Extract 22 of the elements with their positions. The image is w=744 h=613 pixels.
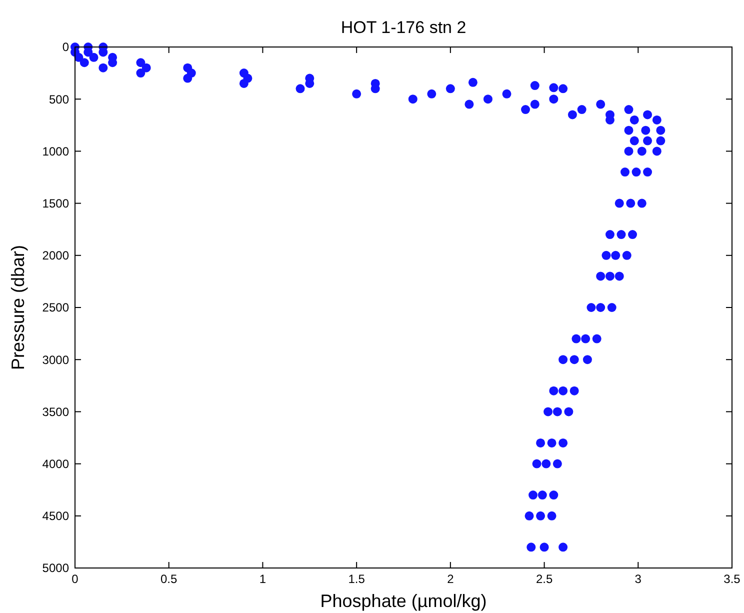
x-tick-label: 2.5 xyxy=(536,572,553,586)
x-axis-title: Phosphate (µmol/kg) xyxy=(320,591,487,611)
x-tick-label: 1 xyxy=(259,572,266,586)
chart-title: HOT 1-176 stn 2 xyxy=(340,18,466,37)
x-tick-label: 0.5 xyxy=(160,572,178,586)
y-tick-label: 0 xyxy=(62,40,70,54)
y-tick-label: 3000 xyxy=(42,352,70,367)
y-tick-label: 500 xyxy=(48,92,70,106)
y-tick-label: 2500 xyxy=(42,300,70,315)
x-tick-label: 2 xyxy=(447,572,454,586)
y-tick-label: 1500 xyxy=(42,196,70,210)
y-tick-label: 3500 xyxy=(42,404,70,419)
y-tick-label: 4000 xyxy=(42,457,70,471)
x-tick-label: 1.5 xyxy=(348,572,366,586)
x-tick-label: 3.5 xyxy=(724,572,741,586)
y-axis-title: Pressure (dbar) xyxy=(8,244,28,370)
x-tick-label: 0 xyxy=(72,572,79,586)
y-tick-label: 5000 xyxy=(42,561,70,576)
y-tick-label: 2000 xyxy=(42,248,70,263)
x-tick-label: 3 xyxy=(634,572,642,586)
y-tick-label: 1000 xyxy=(42,144,70,158)
y-tick-label: 4500 xyxy=(42,509,70,524)
